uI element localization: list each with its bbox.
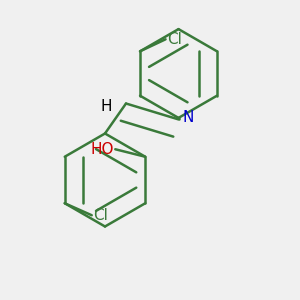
- Text: Cl: Cl: [167, 32, 182, 47]
- Text: H: H: [101, 99, 112, 114]
- Text: Cl: Cl: [93, 208, 108, 223]
- Text: HO: HO: [90, 142, 114, 157]
- Text: N: N: [183, 110, 194, 125]
